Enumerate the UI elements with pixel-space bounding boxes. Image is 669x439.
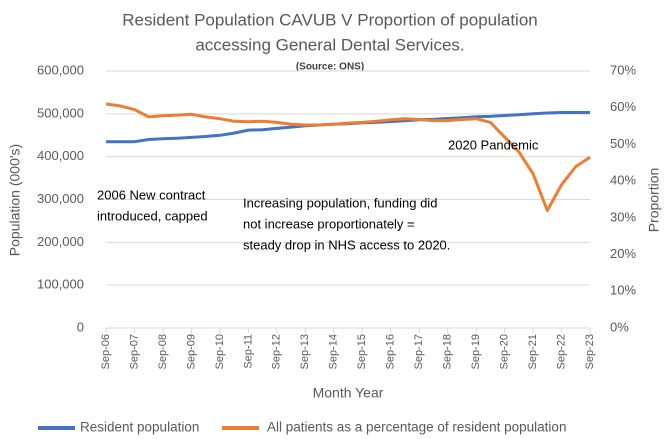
x-tick-label: Sep-22 [555,334,567,369]
chart-title: Resident Population CAVUB V Proportion o… [122,10,538,29]
x-tick-label: Sep-16 [385,334,397,369]
chart-subtitle: (Source: ONS) [296,62,364,73]
y2-tick-label: 10% [610,283,636,298]
annotation: not increase proportionately = [243,216,415,231]
y2-tick-label: 30% [610,209,636,224]
y2-axis-label: Proportion [646,168,662,233]
y-tick-label: 200,000 [37,234,84,249]
x-tick-label: Sep-13 [299,334,311,369]
x-tick-label: Sep-07 [128,334,140,369]
x-tick-label: Sep-06 [100,334,112,369]
y-tick-label: 100,000 [37,277,84,292]
y-tick-label: 300,000 [37,191,84,206]
x-tick-label: Sep-21 [527,334,539,369]
x-tick-label: Sep-19 [470,334,482,369]
annotation: 2020 Pandemic [448,137,539,152]
x-tick-label: Sep-23 [584,334,596,369]
annotation: steady drop in NHS access to 2020. [243,237,450,252]
x-tick-label: Sep-14 [328,334,340,369]
series-line [105,102,591,212]
chart-title: accessing General Dental Services. [195,35,464,54]
x-tick-label: Sep-10 [214,334,226,369]
legend-label: All patients as a percentage of resident… [267,420,566,435]
y-tick-label: 400,000 [37,148,84,163]
x-tick-label: Sep-09 [185,334,197,369]
annotation: 2006 New contract [97,187,206,202]
y-tick-label: 500,000 [37,105,84,120]
y-axis-label: Population (000's) [7,144,23,256]
x-tick-label: Sep-12 [271,334,283,369]
y-tick-label: 0 [77,319,84,334]
x-tick-label: Sep-18 [442,334,454,369]
annotation: Increasing population, funding did [243,195,437,210]
x-tick-label: Sep-11 [242,334,254,369]
y2-tick-label: 20% [610,246,636,261]
y-tick-label: 600,000 [37,62,84,77]
x-axis-label: Month Year [313,385,384,401]
y2-tick-label: 70% [610,62,636,77]
x-tick-label: Sep-08 [157,334,169,369]
legend-label: Resident population [80,420,199,435]
annotation: introduced, capped [97,208,208,223]
y2-tick-label: 60% [610,99,636,114]
x-tick-label: Sep-20 [498,334,510,369]
y2-tick-label: 50% [610,136,636,151]
y2-tick-label: 0% [610,319,629,334]
x-tick-label: Sep-17 [413,334,425,369]
y2-tick-label: 40% [610,173,636,188]
x-tick-label: Sep-15 [356,334,368,369]
